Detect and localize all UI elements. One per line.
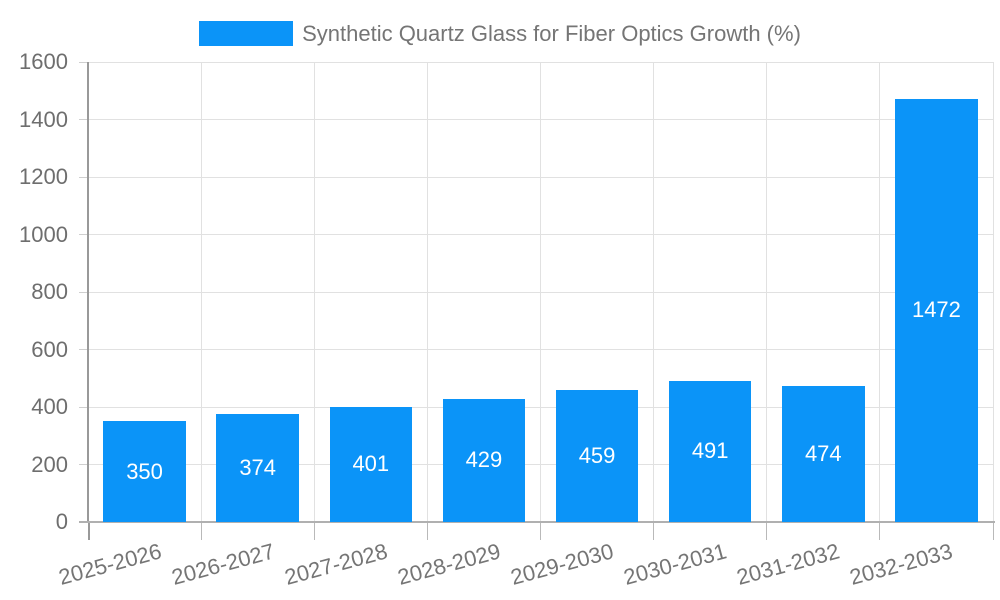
bar[interactable]: [442, 398, 526, 522]
x-axis-tick: [200, 522, 202, 540]
bar[interactable]: [555, 390, 639, 522]
gridline-vertical: [653, 62, 655, 522]
gridline-vertical: [992, 62, 994, 522]
y-axis-tick: [79, 119, 88, 120]
x-axis-tick: [653, 522, 655, 540]
y-axis-tick: [79, 234, 88, 235]
bar[interactable]: [895, 98, 978, 522]
y-axis-tick: [79, 176, 88, 178]
chart-legend[interactable]: Synthetic Quartz Glass for Fiber Optics …: [0, 21, 1000, 46]
bar-value-label: 474: [804, 440, 842, 466]
y-axis-tick-label: 1400: [19, 106, 68, 132]
y-axis-tick: [79, 406, 88, 408]
bar-value-label: 401: [352, 451, 390, 477]
gridline-vertical: [766, 62, 768, 522]
gridline-vertical: [879, 62, 881, 522]
bar[interactable]: [103, 421, 186, 522]
y-axis-tick-label: 600: [31, 336, 68, 362]
y-axis-tick-label: 1000: [19, 221, 68, 247]
x-axis-tick: [87, 522, 90, 540]
x-axis-tick: [313, 522, 315, 540]
y-axis-tick-label: 400: [31, 394, 68, 419]
y-axis-tick: [79, 349, 88, 350]
bar[interactable]: [668, 380, 752, 522]
bar-value-label: 429: [465, 447, 503, 473]
bar-value-label: 374: [239, 455, 277, 481]
y-axis-tick-label: 800: [31, 279, 68, 304]
legend-label: Synthetic Quartz Glass for Fiber Optics …: [302, 21, 801, 46]
bar[interactable]: [782, 385, 865, 522]
y-axis-tick: [79, 291, 88, 293]
bar-value-label: 459: [578, 443, 616, 469]
plot-area: 0 200 400 600 800 1000 1200 1400 1600 350 2025-202…: [19, 49, 995, 590]
bar-value-label: 350: [126, 458, 163, 484]
bar[interactable]: [329, 406, 413, 522]
gridline-vertical: [426, 62, 428, 522]
x-axis-tick: [540, 522, 541, 540]
bar-value-label: 1472: [911, 297, 961, 323]
legend-swatch[interactable]: [199, 21, 294, 46]
y-axis-tick-label: 200: [31, 451, 68, 477]
y-axis-tick-label: 1200: [19, 164, 68, 189]
bar[interactable]: [216, 414, 299, 522]
x-axis-tick: [766, 522, 768, 540]
x-axis-tick: [879, 522, 881, 540]
x-axis-tick: [426, 522, 428, 540]
gridline-vertical: [313, 62, 315, 522]
y-axis-tick-label: 1600: [19, 49, 68, 74]
y-axis-tick-label: 0: [55, 509, 68, 534]
gridline-vertical: [200, 62, 202, 522]
bar-value-label: 491: [691, 438, 729, 464]
y-axis-line: [87, 62, 89, 522]
y-axis-tick: [79, 464, 88, 465]
gridline-vertical: [540, 62, 541, 522]
x-axis-tick: [992, 522, 994, 540]
x-axis-line: [79, 521, 995, 523]
y-axis-tick: [79, 61, 88, 63]
